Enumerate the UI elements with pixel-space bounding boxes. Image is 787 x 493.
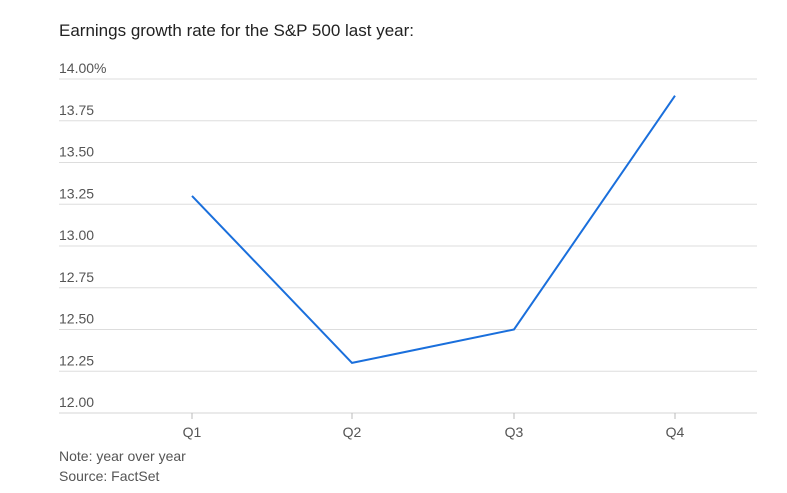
y-tick-label: 12.75 [59, 269, 94, 285]
x-tick-label: Q1 [183, 424, 202, 440]
x-axis-ticks: Q1 Q2 Q3 Q4 [183, 413, 685, 440]
chart-title: Earnings growth rate for the S&P 500 las… [59, 21, 414, 40]
series-line [191, 95, 676, 364]
grid-lines [59, 78, 757, 414]
y-tick-label: 12.00 [59, 394, 94, 410]
y-tick-label: 12.25 [59, 352, 94, 368]
y-tick-label: 13.75 [59, 102, 94, 118]
y-tick-label: 14.00% [59, 60, 106, 76]
note-text: Note: year over year [59, 448, 186, 464]
y-tick-label: 13.50 [59, 144, 94, 160]
chart-notes: Note: year over year Source: FactSet [59, 446, 186, 486]
y-tick-label: 13.00 [59, 227, 94, 243]
series-lines [191, 95, 676, 364]
source-text: Source: FactSet [59, 468, 160, 484]
y-tick-label: 13.25 [59, 185, 94, 201]
x-tick-label: Q4 [666, 424, 685, 440]
y-axis-tick-labels: 12.00 12.25 12.50 12.75 13.00 13.25 13.50 13.75… [59, 60, 106, 410]
y-tick-label: 12.50 [59, 311, 94, 327]
x-tick-label: Q3 [505, 424, 524, 440]
x-tick-label: Q2 [343, 424, 362, 440]
